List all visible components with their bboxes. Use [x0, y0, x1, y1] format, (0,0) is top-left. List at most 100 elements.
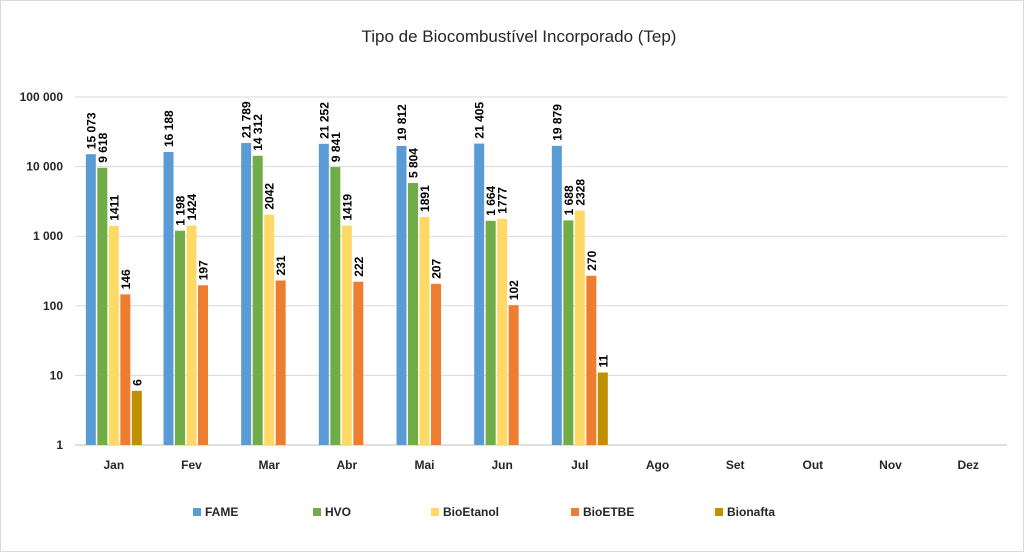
x-tick-label: Nov	[879, 458, 902, 472]
data-label: 15 073	[84, 112, 98, 149]
data-label: 21 405	[473, 102, 487, 139]
data-label: 9 618	[96, 132, 110, 162]
x-tick-label: Abr	[336, 458, 357, 472]
legend-label: HVO	[325, 505, 351, 519]
x-tick-label: Out	[802, 458, 823, 472]
data-label: 1 664	[484, 185, 498, 215]
bar-fame-abr	[318, 143, 329, 445]
data-label: 1777	[496, 187, 510, 214]
bar-fame-jan	[85, 154, 96, 445]
y-axis-ticks: 1 10 100 1 000 10 000 100 000	[20, 90, 64, 452]
y-tick-label: 1	[56, 438, 63, 452]
legend-label: Bionafta	[727, 505, 775, 519]
bar-fame-jul	[551, 145, 562, 446]
x-tick-label: Ago	[646, 458, 669, 472]
bar-bionafta-jan	[131, 390, 142, 445]
bar-hvo-mai	[408, 183, 418, 446]
bar-bioetbe-mai	[431, 283, 441, 445]
bar-bioetbe-jun	[508, 305, 519, 445]
data-label: 1411	[107, 194, 121, 220]
bar-bioetanol-mar	[264, 214, 275, 445]
data-label: 6	[130, 379, 144, 386]
bars	[85, 143, 608, 446]
bar-bioetanol-jun	[497, 218, 508, 445]
legend-item-bioetbe: BioETBE	[571, 505, 634, 519]
data-label: 1891	[418, 185, 432, 212]
data-label: 270	[585, 250, 599, 270]
data-label: 207	[430, 258, 444, 278]
y-tick-label: 1 000	[33, 229, 63, 243]
data-label: 14 312	[251, 114, 265, 151]
bar-bioetbe-jan	[120, 294, 131, 445]
legend-label: BioEtanol	[443, 505, 499, 519]
bar-hvo-jun	[485, 220, 496, 445]
data-label: 11	[596, 355, 610, 368]
data-label: 9 841	[329, 132, 343, 162]
data-label: 197	[197, 260, 211, 280]
bar-hvo-abr	[330, 167, 341, 445]
x-tick-label: Jan	[103, 458, 124, 472]
data-label: 16 188	[162, 110, 176, 147]
x-tick-label: Jun	[491, 458, 512, 472]
x-tick-label: Mai	[414, 458, 434, 472]
bar-bioetanol-abr	[341, 225, 352, 445]
bar-bioetbe-jul	[586, 275, 597, 445]
data-label: 1419	[340, 194, 354, 221]
x-axis-ticks: Jan Fev Mar Abr Mai Jun Jul Ago Set Out Nov Dez	[103, 458, 978, 472]
legend-label: FAME	[205, 505, 238, 519]
y-tick-label: 10	[50, 368, 64, 382]
legend-swatch	[571, 508, 579, 516]
bar-hvo-jan	[97, 167, 108, 446]
bar-bioetanol-fev	[186, 225, 197, 445]
gridlines	[75, 96, 1007, 446]
data-label: 21 252	[317, 102, 331, 139]
bar-bioetbe-abr	[353, 281, 364, 445]
data-label: 1 688	[562, 185, 576, 215]
bar-hvo-mar	[252, 155, 263, 446]
data-label: 5 804	[407, 148, 421, 178]
legend-swatch	[431, 508, 439, 516]
legend-swatch	[715, 508, 723, 516]
bar-bioetbe-mar	[275, 280, 286, 445]
data-label: 2328	[573, 179, 587, 206]
bar-fame-mai	[396, 145, 407, 446]
data-label: 1424	[185, 193, 199, 220]
data-label: 102	[507, 280, 521, 300]
bar-hvo-jul	[563, 220, 574, 445]
y-tick-label: 100	[43, 299, 63, 313]
bar-hvo-fev	[175, 230, 185, 445]
bar-bioetanol-jan	[108, 225, 119, 445]
data-label: 222	[352, 256, 366, 276]
bar-fame-mar	[241, 143, 252, 445]
legend-item-bionafta: Bionafta	[715, 505, 775, 519]
legend-swatch	[313, 508, 321, 516]
x-tick-label: Fev	[181, 458, 202, 472]
bar-bioetbe-fev	[198, 285, 208, 445]
legend-swatch	[193, 508, 201, 516]
legend-item-bioetanol: BioEtanol	[431, 505, 499, 519]
y-tick-label: 10 000	[26, 160, 63, 174]
data-label: 19 879	[550, 104, 564, 141]
bar-bioetanol-mai	[419, 216, 430, 445]
data-label: 2042	[263, 183, 277, 210]
data-label: 1 198	[174, 195, 188, 225]
x-tick-label: Dez	[957, 458, 978, 472]
bar-fame-jun	[474, 143, 485, 446]
x-tick-label: Mar	[258, 458, 280, 472]
bar-fame-fev	[163, 152, 174, 445]
data-label: 146	[119, 269, 133, 289]
data-label: 231	[274, 255, 288, 275]
data-label: 21 789	[240, 101, 254, 138]
x-tick-label: Jul	[571, 458, 588, 472]
chart-title: Tipo de Biocombustível Incorporado (Tep)	[362, 27, 677, 46]
legend: FAME HVO BioEtanol BioETBE Bionafta	[193, 505, 775, 519]
legend-item-hvo: HVO	[313, 505, 351, 519]
legend-item-fame: FAME	[193, 505, 238, 519]
y-tick-label: 100 000	[20, 90, 64, 104]
bar-bionafta-jul	[597, 372, 608, 445]
legend-label: BioETBE	[583, 505, 634, 519]
data-label: 19 812	[395, 104, 409, 141]
